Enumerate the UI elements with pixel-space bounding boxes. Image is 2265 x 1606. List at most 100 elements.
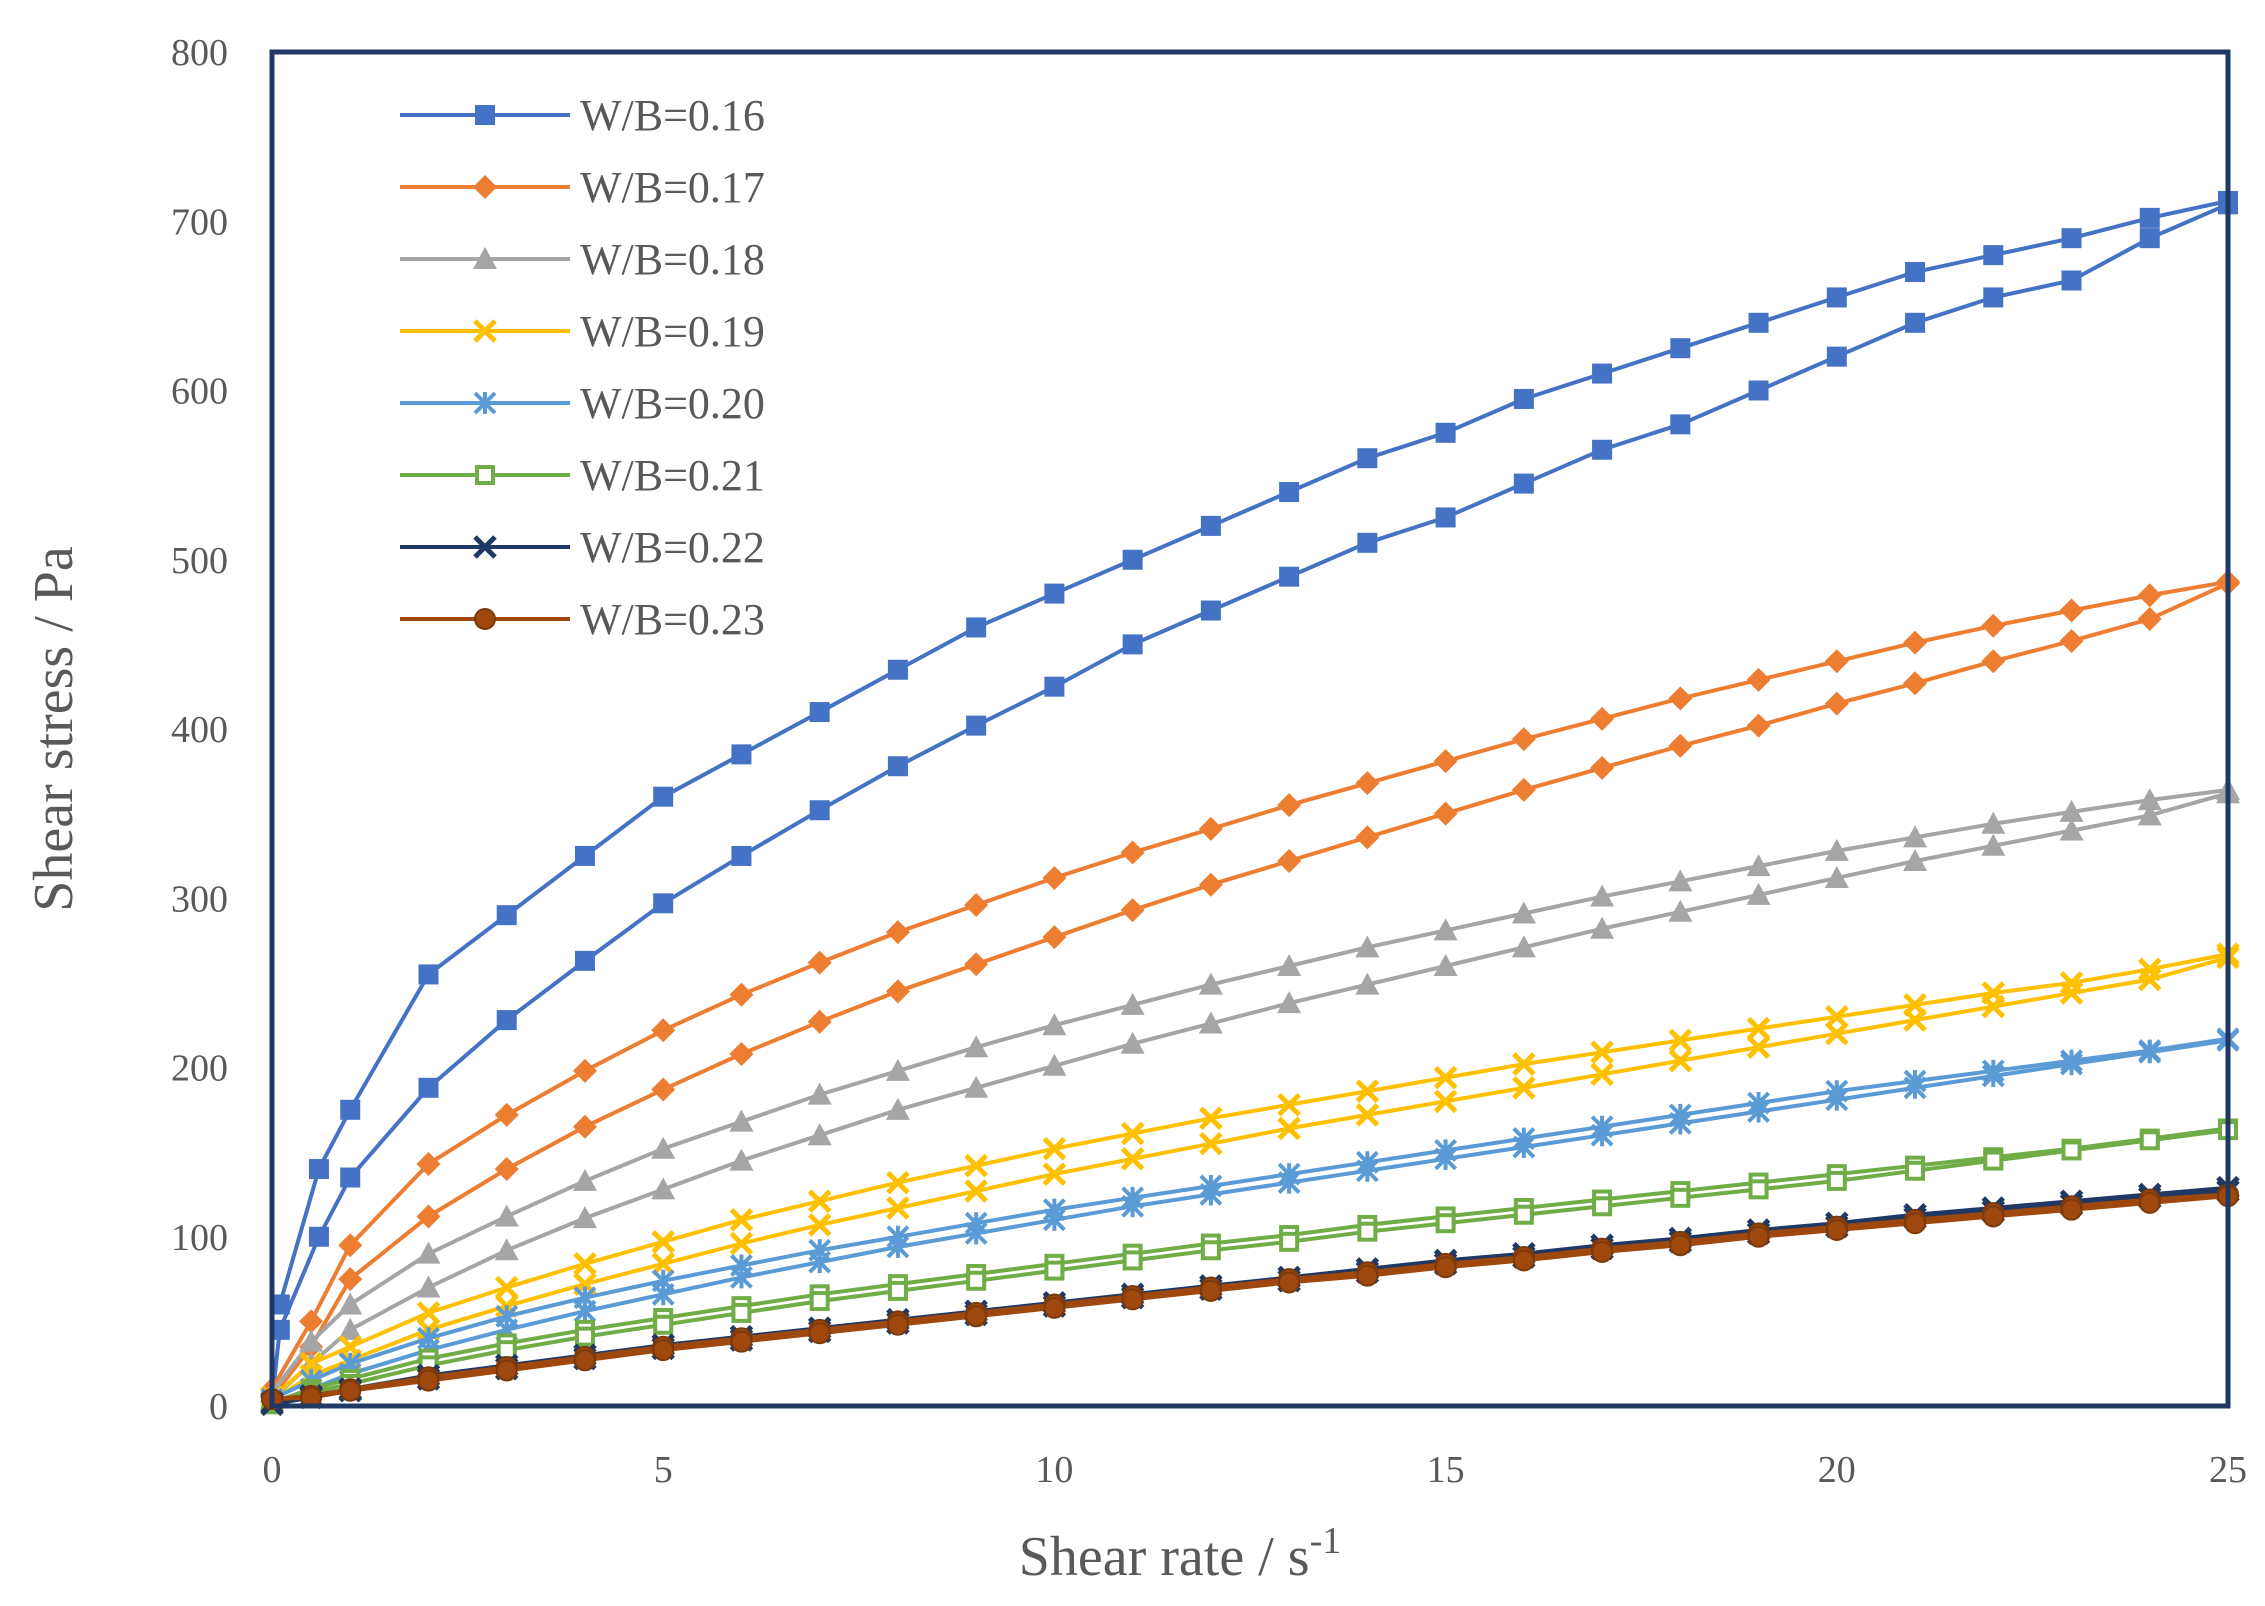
- data-point-down: [1435, 1213, 1456, 1234]
- data-point-up: [1198, 972, 1223, 995]
- data-point-down: [2059, 628, 2084, 653]
- data-point-down: [1903, 849, 1928, 872]
- data-point-down: [1983, 1150, 2004, 1171]
- data-point-down: [1198, 872, 1223, 897]
- data-point-up: [1120, 1121, 1145, 1146]
- data-point-down: [887, 756, 908, 777]
- data-point-down: [729, 1231, 754, 1256]
- data-point-up: [2061, 228, 2082, 249]
- data-point-down: [887, 1280, 908, 1301]
- data-point-up: [885, 1058, 910, 1081]
- data-point-down: [2060, 1198, 2083, 1221]
- data-point-up: [729, 1208, 754, 1232]
- data-point-down: [1200, 1240, 1221, 1261]
- y-axis-title: Shear stress / Pa: [23, 546, 85, 912]
- legend-marker: [473, 535, 497, 559]
- data-point-down: [496, 1010, 517, 1031]
- data-point-down: [2059, 818, 2084, 841]
- data-point-down: [572, 1114, 597, 1139]
- plot-frame: [269, 49, 2231, 1409]
- data-point-up: [1983, 245, 2004, 266]
- data-point-down: [1668, 1048, 1693, 1073]
- data-point-up: [729, 1109, 754, 1132]
- data-point-down: [1670, 414, 1691, 435]
- data-point-up: [1668, 869, 1693, 892]
- data-point-down: [809, 1291, 830, 1312]
- data-point-down: [1746, 882, 1771, 905]
- data-point-down: [729, 1041, 754, 1066]
- data-point-down: [1199, 1131, 1223, 1156]
- data-point-down: [964, 1075, 989, 1098]
- data-point-down: [573, 1299, 597, 1323]
- data-point-up: [1903, 825, 1928, 848]
- series-w-b-0-17: [260, 569, 2240, 1410]
- data-point-down: [1668, 733, 1693, 758]
- data-point-up: [1355, 771, 1380, 796]
- series-w-b-0-21: [262, 1118, 2238, 1415]
- data-point-down: [1042, 1162, 1067, 1186]
- data-point-up: [1668, 1028, 1693, 1053]
- y-tick-label: 300: [171, 878, 228, 920]
- data-point-up: [1277, 953, 1302, 976]
- y-tick-label: 600: [171, 371, 228, 413]
- data-point-down: [1434, 1147, 1458, 1171]
- data-point-down: [338, 1267, 363, 1292]
- data-point-down: [1590, 1123, 1614, 1147]
- data-point-down: [2137, 606, 2162, 631]
- data-point-up: [731, 744, 752, 765]
- data-point-down: [340, 1167, 361, 1188]
- data-point-up: [885, 920, 910, 945]
- series-w-b-0-23: [261, 1183, 2239, 1411]
- series-w-b-0-20: [260, 1027, 2240, 1415]
- data-point-down: [1277, 849, 1302, 874]
- data-point-up: [1044, 583, 1065, 604]
- data-point-down: [807, 1123, 832, 1146]
- x-tick-label: 20: [1818, 1449, 1856, 1491]
- data-point-down: [809, 800, 830, 821]
- data-point-up: [1120, 840, 1145, 865]
- data-point-down: [1277, 991, 1302, 1014]
- data-point-up: [966, 617, 987, 638]
- data-point-down: [339, 1379, 362, 1402]
- data-point-down: [494, 1238, 519, 1261]
- data-point-down: [964, 1221, 988, 1245]
- series-w-b-0-22: [260, 1175, 2240, 1417]
- data-point-up: [2059, 598, 2084, 623]
- data-point-up: [299, 1329, 324, 1352]
- data-point-down: [495, 1359, 518, 1382]
- y-tick-label: 0: [209, 1386, 228, 1428]
- data-point-down: [1746, 713, 1771, 738]
- data-point-down: [496, 1340, 517, 1361]
- data-point-down: [1512, 1135, 1536, 1159]
- data-point-up: [1042, 1136, 1067, 1161]
- data-point-down: [964, 952, 989, 977]
- data-point-down: [1043, 1296, 1066, 1319]
- data-point-down: [1903, 1076, 1927, 1100]
- data-point-down: [1121, 1194, 1145, 1218]
- y-tick-label: 200: [171, 1048, 228, 1090]
- data-point-up: [651, 1230, 675, 1254]
- data-point-down: [1122, 634, 1143, 655]
- data-point-up: [1826, 287, 1847, 308]
- data-point-down: [1120, 1147, 1145, 1171]
- data-point-down: [1042, 925, 1067, 950]
- data-point-up: [964, 1035, 989, 1058]
- data-point-down: [2138, 1191, 2161, 1214]
- data-point-down: [651, 1077, 676, 1102]
- data-point-up: [1511, 727, 1536, 752]
- data-point-up: [1042, 1013, 1067, 1036]
- data-point-down: [2059, 981, 2084, 1005]
- data-point-down: [730, 1330, 753, 1353]
- data-point-up: [1746, 667, 1771, 692]
- legend-label: W/B=0.22: [580, 523, 765, 572]
- data-point-down: [729, 1148, 754, 1171]
- data-point-down: [1826, 346, 1847, 367]
- data-point-up: [2059, 799, 2084, 822]
- data-point-down: [2137, 967, 2162, 992]
- y-tick-label: 500: [171, 540, 228, 582]
- data-point-up: [1511, 901, 1536, 924]
- data-point-up: [1824, 838, 1849, 861]
- data-point-up: [494, 1275, 519, 1300]
- data-point-down: [1747, 1225, 1770, 1248]
